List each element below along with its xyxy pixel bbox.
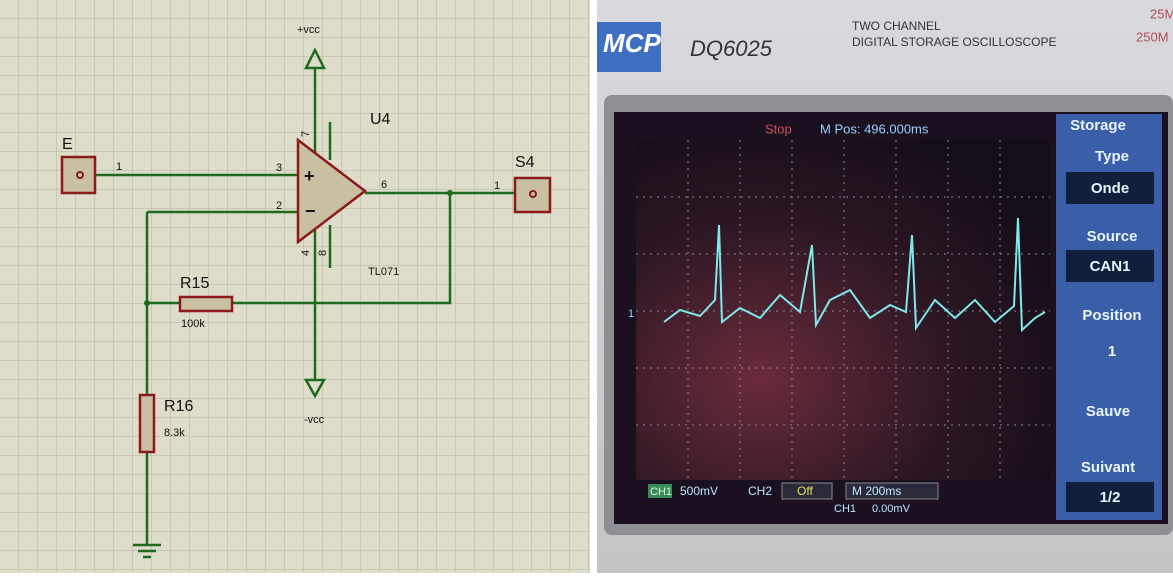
menu-label: Type	[1095, 148, 1129, 165]
input-terminal	[62, 157, 95, 193]
label: −	[305, 201, 316, 221]
caption: DIGITAL STORAGE OSCILLOSCOPE	[852, 35, 1057, 49]
brand: MCP	[603, 28, 661, 58]
menu-value: Onde	[1091, 180, 1129, 197]
ch-scale: 500mV	[680, 484, 718, 498]
label: 100k	[181, 318, 205, 330]
ch-label: CH1	[650, 486, 672, 498]
ch-state: Off	[797, 484, 813, 498]
mpos: M Pos: 496.000ms	[820, 121, 929, 136]
label: TL071	[368, 266, 399, 278]
pin-label: 6	[381, 179, 387, 191]
pin-label: 1	[494, 180, 500, 192]
pin-label: 7	[300, 131, 312, 137]
label: 8.3k	[164, 427, 185, 439]
label: +vcc	[297, 24, 320, 36]
pin-label: 8	[317, 250, 329, 256]
ch-label: CH2	[748, 484, 772, 498]
junction	[144, 300, 150, 306]
label: S4	[515, 154, 535, 171]
label: R16	[164, 398, 193, 415]
menu-value: CAN1	[1090, 258, 1131, 275]
page: +vcc -vcc U4 TL071 + − 3 2 6 7 4 8 E 1 S…	[0, 0, 1173, 573]
trig-level: 0.00mV	[872, 503, 911, 515]
schematic: +vcc -vcc U4 TL071 + − 3 2 6 7 4 8 E 1 S…	[0, 0, 590, 573]
pin-label: 2	[276, 200, 282, 212]
menu-label: Sauve	[1086, 403, 1130, 420]
oscilloscope: MCP DQ6025 TWO CHANNEL DIGITAL STORAGE O…	[597, 0, 1173, 573]
label: R15	[180, 275, 209, 292]
time-base: M 200ms	[852, 484, 901, 498]
caption: 250M	[1136, 29, 1169, 44]
model: DQ6025	[690, 36, 773, 61]
resistor	[140, 395, 154, 452]
output-terminal	[515, 178, 550, 212]
menu-value: 1	[1108, 343, 1116, 360]
menu-label: Suivant	[1081, 459, 1135, 476]
junction	[447, 190, 453, 196]
caption: 25M	[1150, 6, 1173, 21]
grid-background	[0, 0, 590, 573]
label: +	[304, 166, 315, 186]
pin-label: 4	[300, 250, 312, 256]
label: U4	[370, 111, 391, 128]
marker: 1	[628, 308, 634, 320]
menu-label: Position	[1082, 307, 1141, 324]
label: E	[62, 136, 73, 153]
status: Stop	[765, 121, 792, 136]
resistor	[180, 297, 232, 311]
plot-area	[636, 140, 1050, 480]
caption: TWO CHANNEL	[852, 19, 941, 33]
pin-label: 1	[116, 161, 122, 173]
menu-title: Storage	[1070, 117, 1126, 134]
menu-label: Source	[1087, 228, 1138, 245]
menu-value: 1/2	[1100, 489, 1121, 506]
trig-ch: CH1	[834, 503, 856, 515]
pin-label: 3	[276, 162, 282, 174]
label: -vcc	[304, 414, 325, 426]
